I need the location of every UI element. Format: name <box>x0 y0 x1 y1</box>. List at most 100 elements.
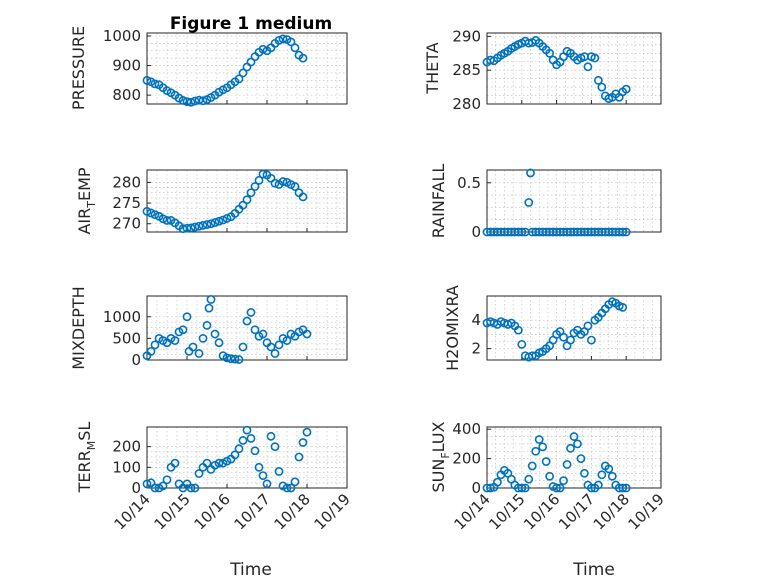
y-tick-label: 280 <box>452 95 481 113</box>
data-point <box>278 34 288 44</box>
data-point <box>290 43 300 53</box>
data-point <box>198 220 208 230</box>
data-point <box>254 175 264 185</box>
data-point <box>604 464 614 474</box>
data-point <box>562 460 572 469</box>
y-axis-label: SUNFLUX <box>429 421 452 492</box>
data-point <box>286 483 296 493</box>
data-point <box>210 329 220 339</box>
panel-air-temp: 270 275 280 AIRTEMP <box>75 167 348 235</box>
panel-theta: 280 285 290 THETA <box>423 27 662 113</box>
data-point <box>520 483 530 493</box>
data-point <box>524 198 534 207</box>
x-axis-label: Time <box>229 560 272 580</box>
data-point <box>298 438 308 447</box>
panel-rainfall: 0 0.5 RAINFALL <box>429 164 662 241</box>
data-point <box>552 483 561 493</box>
y-tick-label: 2 <box>471 340 481 358</box>
data-point <box>186 97 196 107</box>
y-axis-label: MIXDEPTH <box>69 286 88 369</box>
plot-area <box>146 32 348 105</box>
data-point <box>246 308 256 317</box>
y-tick-label: 0.5 <box>457 174 481 192</box>
data-point <box>593 75 603 85</box>
data-point <box>214 216 224 226</box>
data-point <box>587 335 596 345</box>
data-point <box>194 95 204 105</box>
data-point <box>566 335 575 345</box>
data-point <box>222 353 232 363</box>
data-point <box>618 302 628 312</box>
data-point <box>258 329 268 339</box>
data-point <box>266 342 276 352</box>
data-point <box>202 458 212 468</box>
data-point <box>274 35 284 45</box>
y-tick-label: 275 <box>112 194 141 212</box>
y-tick-label: 1000 <box>103 308 141 326</box>
data-point <box>158 481 168 491</box>
data-point <box>170 458 180 468</box>
data-point <box>290 477 300 487</box>
data-point <box>282 483 292 493</box>
x-axis-label: Time <box>572 560 615 580</box>
data-point <box>142 206 152 216</box>
data-point <box>270 349 280 358</box>
data-point <box>270 442 280 452</box>
data-point <box>214 338 224 348</box>
data-point <box>621 84 631 94</box>
data-point <box>226 354 236 364</box>
data-point <box>274 467 284 476</box>
data-point <box>545 48 555 58</box>
data-point <box>294 452 304 462</box>
data-point <box>238 342 248 352</box>
data-point <box>210 218 220 227</box>
data-point <box>242 195 252 205</box>
y-tick-label: 800 <box>112 86 141 104</box>
data-point <box>534 435 544 444</box>
axes-border <box>486 32 662 105</box>
y-axis-label: THETA <box>423 42 442 94</box>
data-point <box>206 219 216 229</box>
data-point <box>538 442 548 452</box>
data-point <box>618 227 628 237</box>
axes-border <box>146 32 348 105</box>
data-point <box>182 312 192 322</box>
data-point <box>597 82 607 92</box>
data-point <box>541 457 551 466</box>
axes-border <box>146 295 348 361</box>
data-point <box>621 227 631 237</box>
data-point <box>559 476 568 486</box>
data-point <box>242 425 252 435</box>
data-point <box>234 444 244 454</box>
y-tick-label: 900 <box>112 57 141 75</box>
panel-h2omixra: 2 4 H2OMIXRA <box>443 285 662 371</box>
data-point <box>270 178 280 188</box>
data-point <box>621 483 631 493</box>
data-point <box>258 169 268 179</box>
data-point <box>186 483 196 493</box>
panel-pressure: 800 900 1000 Figure 1 medium PRESSURE <box>69 14 348 110</box>
data-point <box>202 321 212 330</box>
y-axis-label: H2OMIXRA <box>443 285 462 371</box>
data-point <box>194 469 204 478</box>
data-point <box>517 483 527 493</box>
y-tick-label: 280 <box>112 173 141 191</box>
data-point <box>162 216 172 225</box>
data-point <box>214 458 224 468</box>
y-axis-label: AIRTEMP <box>75 167 98 234</box>
y-tick-label: 200 <box>112 438 141 456</box>
data-point <box>150 483 160 493</box>
axes-border <box>146 169 348 233</box>
data-point <box>573 439 582 449</box>
data-point <box>250 182 260 191</box>
data-point <box>302 329 312 339</box>
data-point <box>170 336 180 345</box>
y-tick-label: 0 <box>471 223 481 241</box>
data-point <box>250 446 260 456</box>
data-point <box>531 446 541 456</box>
data-point <box>182 223 192 233</box>
data-point <box>593 480 603 490</box>
data-point <box>178 96 188 105</box>
data-point <box>142 479 152 489</box>
